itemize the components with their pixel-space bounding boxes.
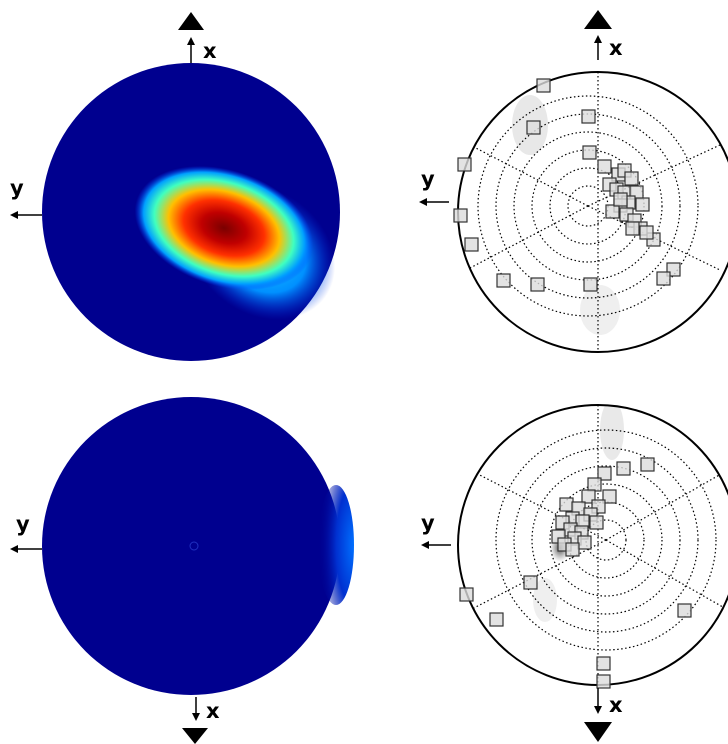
arrow-icon [187, 37, 195, 65]
density-hotspot [134, 165, 336, 320]
y-axis-label: y [16, 512, 30, 536]
arrow-icon [419, 198, 449, 206]
triangle-up-icon [584, 10, 612, 29]
x-axis-label: x [609, 36, 623, 60]
stereonet-boundary [457, 404, 728, 686]
arrow-icon [594, 688, 602, 714]
arrow-icon [10, 545, 42, 553]
y-axis-label: y [421, 167, 435, 191]
x-axis-label: x [609, 693, 623, 717]
x-axis-label: x [203, 39, 217, 63]
arrow-icon [594, 35, 602, 60]
triangle-down-icon [584, 722, 612, 742]
panel-bottom-right: y x [421, 404, 728, 742]
triangle-down-icon [182, 728, 208, 744]
x-axis-label: x [206, 699, 220, 723]
panel-top-left: x y [10, 12, 340, 361]
y-axis-label: y [10, 176, 24, 200]
arrow-icon [10, 211, 42, 219]
panel-top-right: x y [419, 10, 728, 353]
poles-bottom-right [459, 457, 692, 689]
density-disk [42, 397, 340, 695]
panel-bottom-left: y x [10, 397, 354, 744]
poles-top-right [453, 78, 681, 292]
density-edge-glow [318, 485, 354, 605]
stereonet-grid [469, 405, 728, 685]
triangle-up-icon [178, 12, 204, 30]
center-mark [189, 541, 199, 551]
arrow-icon [192, 697, 200, 721]
arrow-icon [421, 541, 451, 549]
y-axis-label: y [421, 511, 435, 535]
